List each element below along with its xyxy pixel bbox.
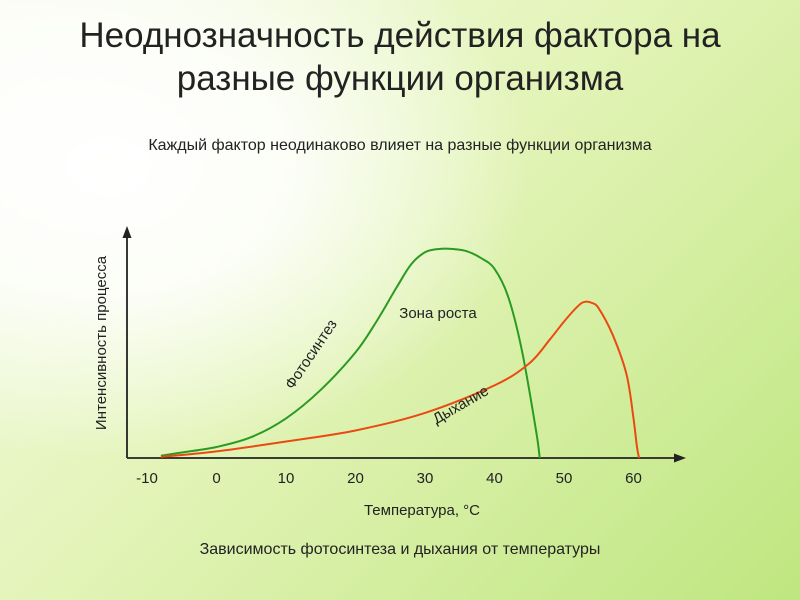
slide-title-line1: Неоднозначность действия фактора на <box>79 16 721 55</box>
x-tick-label: 10 <box>278 470 295 487</box>
slide-title-line2: разные функции организма <box>176 59 624 98</box>
chart-caption: Зависимость фотосинтеза и дыхания от тем… <box>199 541 601 558</box>
x-tick-label: -10 <box>136 470 158 487</box>
x-tick-label: 50 <box>556 470 573 487</box>
y-axis-label: Интенсивность процесса <box>93 255 110 430</box>
x-tick-label: 0 <box>212 470 220 487</box>
x-axis-arrow <box>674 453 686 463</box>
series-line-photosynthesis <box>160 247 541 459</box>
series-lines <box>160 247 641 459</box>
x-tick-label: 30 <box>417 470 434 487</box>
axes <box>122 226 686 463</box>
growth-zone-label: Зона роста <box>399 305 477 322</box>
x-tick-label: 40 <box>486 470 503 487</box>
y-axis-arrow <box>122 226 132 238</box>
x-tick-label: 60 <box>625 470 642 487</box>
x-tick-labels: -10 0 10 20 30 40 50 60 <box>136 470 642 487</box>
x-tick-label: 20 <box>347 470 364 487</box>
x-axis-label: Температура, °С <box>364 502 480 519</box>
series-line-respiration <box>160 300 641 459</box>
series-label-photosynthesis: Фотосинтез <box>282 316 341 392</box>
series-label-respiration: Дыхание <box>430 382 492 428</box>
slide-subtitle: Каждый фактор неодинаково влияет на разн… <box>148 137 652 154</box>
slide-title: Неоднозначность действия фактора на разны… <box>0 14 800 100</box>
